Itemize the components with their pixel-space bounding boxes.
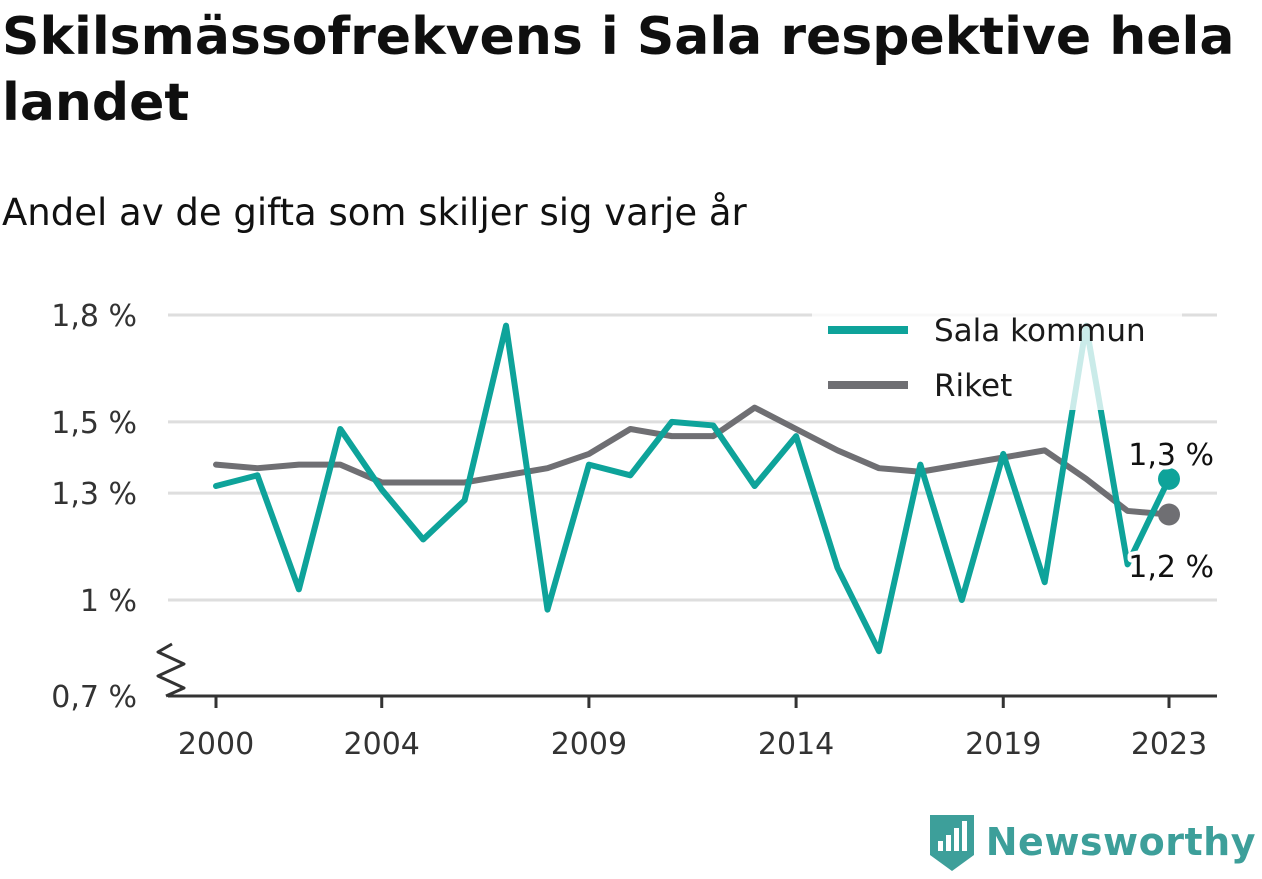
y-tick-label: 1,5 % — [51, 406, 137, 441]
y-axis: 0,7 % 1 % 1,3 % 1,5 % 1,8 % — [51, 299, 186, 715]
series-end-point-0 — [1158, 467, 1180, 490]
end-label: 1,2 % — [1128, 550, 1214, 585]
end-labels: 1,3 %1,3 %1,2 %1,2 % — [1124, 434, 1218, 589]
series-lines — [213, 322, 1180, 655]
x-tick-label: 2019 — [965, 727, 1041, 762]
chart-title: Skilsmässofrekvens i Sala respektive hel… — [2, 7, 1235, 133]
x-tick-label: 2000 — [178, 727, 254, 762]
axis-break-icon — [156, 642, 186, 698]
end-label-halo: 1,3 % — [1128, 438, 1214, 473]
end-label: 1,3 % — [1128, 438, 1214, 473]
legend-background — [812, 306, 1182, 410]
x-tick-label: 2004 — [344, 727, 420, 762]
chart-subtitle: Andel av de gifta som skiljer sig varje … — [2, 191, 747, 234]
bar-chart-logo-icon — [929, 815, 974, 871]
series-end-point-1 — [1158, 503, 1180, 526]
x-tick-label: 2023 — [1131, 727, 1207, 762]
y-tick-label: 1,8 % — [51, 299, 137, 334]
legend: Sala kommun Riket — [812, 306, 1182, 410]
end-label-halo: 1,2 % — [1128, 550, 1214, 585]
y-tick-label: 1 % — [80, 584, 137, 619]
y-tick-label: 1,3 % — [51, 477, 137, 512]
brand-logo: Newsworthy — [926, 811, 1256, 873]
legend-label: Sala kommun — [934, 313, 1146, 349]
x-tick-label: 2009 — [551, 727, 627, 762]
series-line-0 — [213, 322, 1172, 655]
brand-name: Newsworthy — [985, 820, 1256, 864]
y-tick-label: 0,7 % — [51, 680, 137, 715]
x-axis: 2000 2004 2009 2014 2019 2023 — [168, 694, 1217, 762]
legend-label: Riket — [934, 368, 1012, 404]
x-tick-label: 2014 — [758, 727, 834, 762]
